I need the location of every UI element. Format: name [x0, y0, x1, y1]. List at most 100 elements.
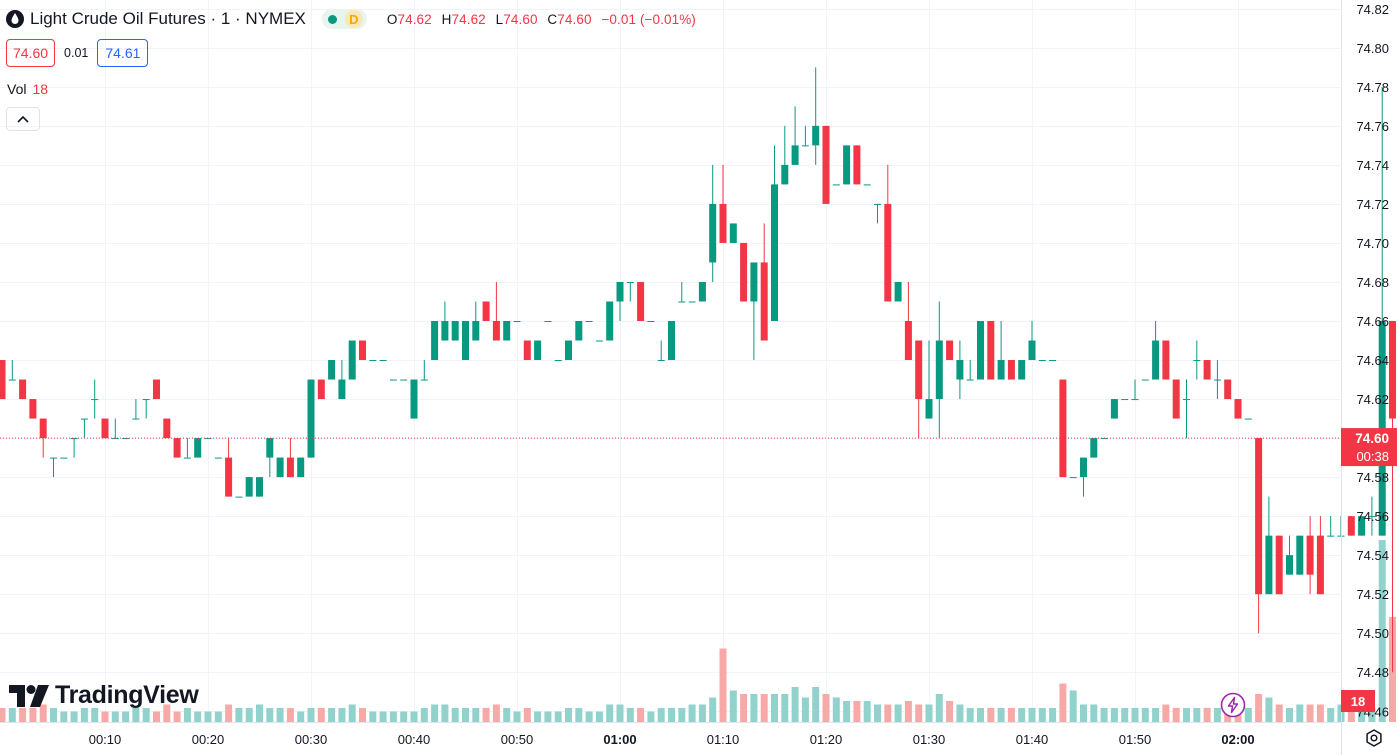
candle — [1121, 399, 1129, 401]
candle — [1368, 496, 1376, 536]
candle-body — [915, 340, 923, 400]
candle — [791, 106, 799, 165]
candle-body — [245, 477, 253, 497]
candle-body — [1038, 360, 1046, 362]
volume-bar — [1090, 704, 1098, 722]
volume-bar — [616, 704, 624, 722]
volume-bar — [606, 704, 614, 722]
volume-bar — [173, 711, 181, 722]
volume-bar — [1255, 694, 1263, 722]
time-axis[interactable]: 00:10 00:20 00:30 00:40 00:50 01:00 01:10 01:20… — [0, 722, 1341, 748]
candle — [771, 145, 778, 321]
candle-body — [173, 438, 181, 458]
candle-body — [70, 438, 78, 440]
volume-bar — [647, 711, 655, 722]
candle-body — [1049, 360, 1057, 362]
sell-price-button[interactable]: 74.60 — [6, 39, 56, 67]
volume-bar — [1347, 704, 1355, 722]
candle-body — [585, 320, 593, 322]
candle — [122, 438, 130, 440]
candle — [153, 379, 160, 400]
candle — [245, 477, 253, 497]
symbol-title[interactable]: Light Crude Oil Futures · 1 · NYMEX — [30, 9, 306, 28]
volume-bar — [657, 708, 665, 722]
candle — [966, 360, 974, 381]
price-tick-label: 74.74 — [1356, 158, 1389, 173]
volume-bar — [1368, 708, 1376, 722]
volume-bar — [1244, 708, 1252, 722]
buy-price-button[interactable]: 74.61 — [97, 39, 149, 67]
collapse-legend-button[interactable] — [6, 107, 40, 131]
volume-bar — [863, 701, 871, 722]
volume-bar — [1327, 708, 1335, 722]
candle-body — [884, 203, 892, 302]
change-value: −0.01 (−0.01%) — [601, 11, 696, 27]
candle-body — [214, 457, 222, 459]
volume-bar — [678, 708, 686, 722]
candle — [595, 340, 603, 342]
volume-legend[interactable]: Vol 18 — [7, 81, 48, 97]
candle-body — [80, 418, 88, 420]
candle-body — [348, 340, 356, 380]
candle-body — [122, 438, 130, 440]
candle-body — [616, 281, 624, 302]
volume-bar — [513, 711, 521, 722]
volume-bar — [214, 711, 222, 722]
volume-bars — [0, 540, 1396, 722]
settings-gear-icon[interactable] — [1364, 728, 1384, 748]
candle-body — [997, 360, 1005, 380]
candle-body — [771, 184, 778, 321]
volume-bar — [297, 711, 305, 722]
candle — [894, 281, 902, 302]
lightning-icon[interactable] — [1220, 692, 1246, 718]
time-tick-label: 00:10 — [89, 732, 122, 747]
candle-body — [111, 438, 119, 440]
price-tick-label: 74.78 — [1356, 80, 1389, 95]
candle — [657, 340, 665, 362]
volume-bar — [256, 704, 263, 722]
candle-body — [678, 301, 686, 303]
candle — [132, 399, 140, 420]
volume-bar — [482, 708, 490, 722]
candle-body — [822, 125, 830, 204]
candle-body — [935, 340, 943, 400]
price-tick-label: 74.70 — [1356, 236, 1389, 251]
chevron-up-icon — [17, 115, 29, 123]
candle — [60, 457, 68, 459]
candle — [276, 457, 284, 478]
brand-logo[interactable]: TradingView — [9, 681, 199, 710]
volume-bar — [1275, 704, 1283, 722]
candle — [616, 281, 624, 321]
candle-body — [307, 379, 315, 458]
last-price-tag — [1341, 428, 1397, 467]
volume-bar — [812, 687, 820, 722]
candle-body — [492, 320, 500, 341]
candle — [1316, 516, 1324, 595]
last-price-tag-value: 74.60 — [1355, 431, 1389, 446]
candle-body — [276, 457, 284, 478]
volume-bar — [183, 708, 191, 722]
low-value: 74.60 — [503, 11, 538, 27]
volume-bar — [791, 687, 799, 722]
candle — [1110, 399, 1118, 419]
volume-bar — [359, 708, 366, 722]
volume-bar — [523, 708, 531, 722]
candle-body — [1080, 457, 1087, 478]
candle — [688, 301, 696, 303]
candle-body — [101, 418, 109, 439]
volume-bar — [853, 701, 861, 722]
market-status-pill[interactable]: D — [321, 9, 367, 29]
candle — [1152, 320, 1160, 380]
candle-body — [1110, 399, 1118, 419]
candle — [925, 340, 933, 419]
volume-bar — [977, 708, 984, 722]
volume-bar — [163, 704, 171, 722]
volume-bar — [1358, 708, 1366, 722]
candle — [729, 223, 737, 243]
candle-body — [60, 457, 68, 459]
candle-body — [554, 360, 562, 362]
volume-bar — [750, 694, 758, 722]
candle — [451, 320, 459, 341]
volume-bar — [729, 690, 737, 722]
